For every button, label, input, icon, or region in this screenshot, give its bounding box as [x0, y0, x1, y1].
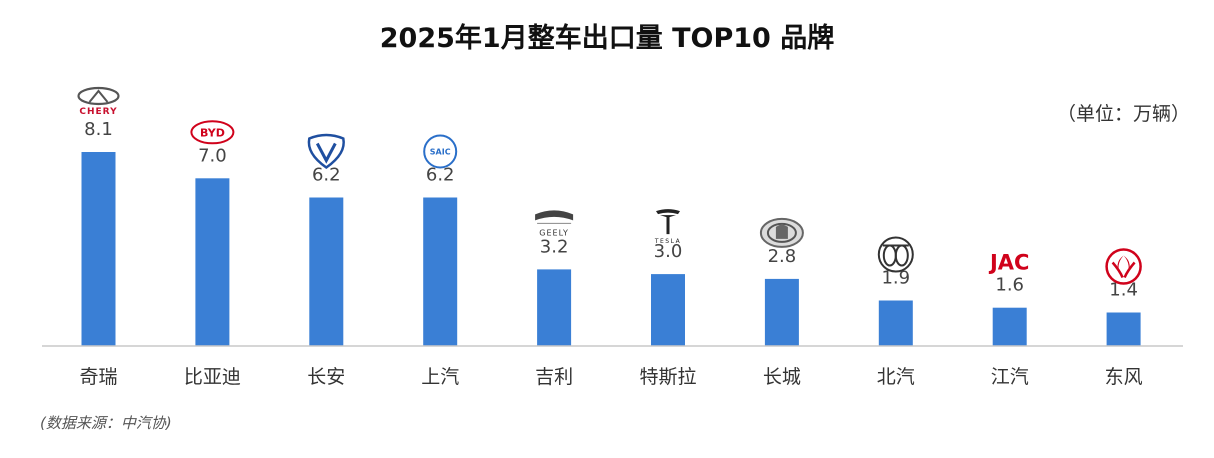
brand-logos-group: CHERY BYD SAIC GEELY TESLA JAC	[77, 86, 1142, 285]
byd-logo-icon: BYD	[190, 120, 235, 145]
value-label-8: 1.6	[995, 275, 1024, 296]
bar-4	[537, 269, 572, 346]
geely-logo-icon: GEELY	[535, 210, 574, 237]
value-label-0: 8.1	[84, 119, 113, 140]
value-label-9: 1.4	[1109, 280, 1138, 301]
bar-7	[878, 300, 913, 346]
geely-logo-text: GEELY	[539, 228, 569, 237]
bar-5	[651, 274, 685, 346]
bar-3	[423, 197, 458, 346]
category-label-8: 江汽	[991, 366, 1029, 388]
value-labels-group: 8.1 7.0 6.2 6.2 3.2 3.0 2.8 1.9 1.6 1.4	[84, 119, 1138, 301]
jac-logo-text: JAC	[988, 251, 1029, 275]
bar-2	[309, 197, 344, 346]
category-label-4: 吉利	[535, 366, 573, 388]
baic-logo-icon	[877, 236, 914, 273]
category-label-2: 长安	[307, 366, 345, 388]
value-label-1: 7.0	[198, 145, 227, 166]
great-wall-logo-icon	[759, 217, 804, 248]
byd-logo-text: BYD	[200, 126, 225, 139]
value-label-4: 3.2	[540, 236, 569, 257]
category-label-7: 北汽	[877, 366, 915, 388]
chart-title: 2025年1月整车出口量 TOP10 品牌	[380, 22, 834, 54]
category-label-9: 东风	[1105, 366, 1143, 388]
chery-logo-text: CHERY	[79, 107, 117, 117]
jac-logo-icon: JAC	[988, 251, 1029, 275]
category-label-1: 比亚迪	[184, 366, 241, 388]
category-labels-group: 奇瑞 比亚迪 长安 上汽 吉利 特斯拉 长城 北汽 江汽 东风	[79, 366, 1142, 388]
bar-8	[992, 307, 1027, 346]
saic-logo-icon: SAIC	[423, 134, 458, 169]
value-label-3: 6.2	[426, 165, 455, 186]
value-label-7: 1.9	[881, 268, 910, 289]
bar-1	[195, 178, 230, 346]
value-label-6: 2.8	[768, 246, 797, 267]
category-label-0: 奇瑞	[79, 366, 117, 388]
tesla-logo-text: TESLA	[654, 238, 681, 245]
category-label-5: 特斯拉	[639, 366, 696, 388]
unit-label: （单位：万辆）	[1057, 103, 1190, 125]
source-note: (数据来源：中汽协)	[40, 414, 172, 432]
category-label-6: 长城	[763, 366, 801, 388]
bar-9	[1106, 312, 1141, 346]
tesla-logo-icon: TESLA	[654, 209, 681, 245]
dongfeng-logo-icon	[1105, 248, 1142, 285]
bar-6	[764, 278, 799, 346]
changan-logo-icon	[307, 133, 345, 170]
bars-group	[81, 152, 1141, 346]
chery-logo-icon: CHERY	[77, 86, 120, 117]
saic-logo-text: SAIC	[430, 148, 451, 157]
value-label-5: 3.0	[654, 241, 683, 262]
bar-0	[81, 152, 116, 346]
value-label-2: 6.2	[312, 165, 341, 186]
category-label-3: 上汽	[421, 366, 459, 388]
